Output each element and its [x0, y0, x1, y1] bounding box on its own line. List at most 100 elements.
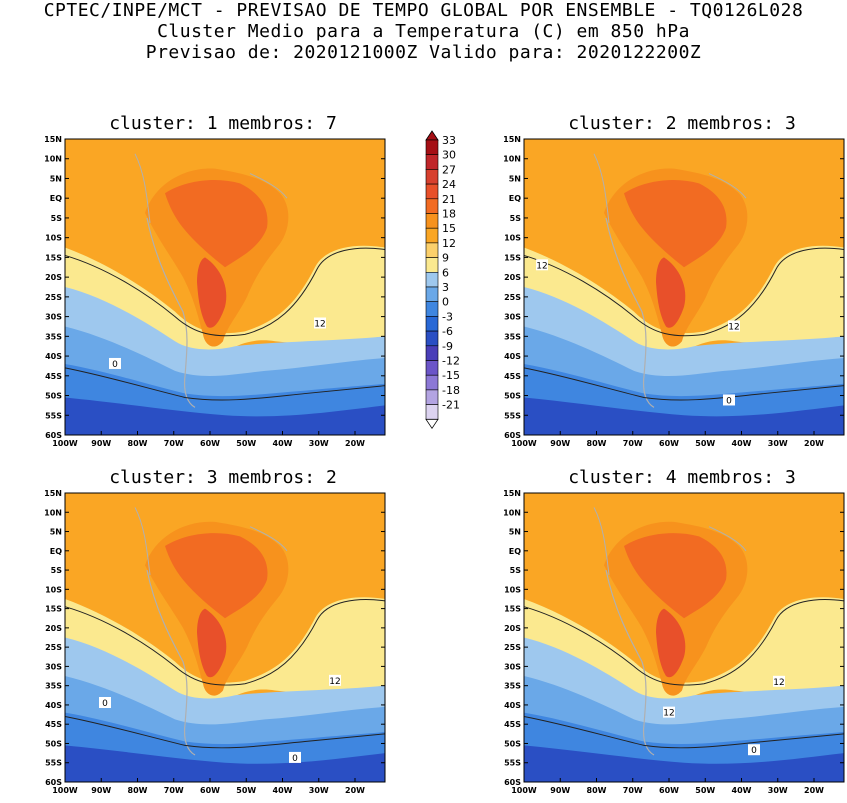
lon-label: 90W	[91, 439, 111, 448]
lon-label: 20W	[804, 786, 824, 795]
lat-label: EQ	[509, 194, 521, 203]
lon-label: 100W	[52, 786, 78, 795]
map-panel-cluster-2: 12 12 0 15N 10N 5N EQ 5S 10S 15S 20S 25S 30S 35S 40S 45…	[503, 136, 845, 448]
temperature-band-land2	[624, 180, 727, 268]
lat-label: 45S	[45, 372, 62, 381]
colorbar-label: -3	[442, 310, 453, 323]
coastline	[134, 153, 288, 223]
lon-label: 60W	[200, 439, 220, 448]
lat-label: 5S	[51, 214, 63, 223]
lat-label: 15S	[45, 605, 62, 614]
coastline	[593, 153, 747, 223]
colorbar-label: 27	[442, 163, 456, 176]
temperature-band-purple	[65, 397, 385, 435]
temperature-band-land2	[165, 180, 268, 268]
panel-1-title: cluster: 1 membros: 7	[109, 113, 337, 134]
contour-12	[64, 247, 386, 337]
lon-label: 100W	[52, 439, 78, 448]
colorbar-swatch	[425, 360, 439, 376]
contour-label: 0	[726, 396, 732, 406]
contour-label: 0	[751, 746, 757, 756]
lat-label: 60S	[45, 778, 62, 787]
lat-label: 50S	[45, 739, 62, 748]
lat-label: 15N	[503, 490, 521, 498]
colorbar-label: -9	[442, 340, 453, 353]
land-outline	[146, 569, 196, 756]
lon-label: 50W	[695, 439, 715, 448]
temperature-band-land3	[656, 608, 686, 678]
lat-label: 30S	[45, 662, 62, 671]
coastline	[593, 507, 747, 575]
lat-label: 10S	[45, 234, 62, 243]
colorbar-swatch	[425, 183, 439, 200]
lat-label: 20S	[504, 273, 521, 282]
lon-label: 40W	[732, 786, 752, 795]
temperature-band-land3	[197, 608, 227, 678]
lat-label: 10S	[504, 234, 521, 243]
lat-label: EQ	[509, 547, 521, 556]
contour-label-bg	[329, 674, 341, 686]
lon-label: 40W	[732, 439, 752, 448]
map-field	[64, 493, 386, 782]
lon-label: 60W	[659, 439, 679, 448]
lat-label: 25S	[45, 293, 62, 302]
lat-label: 15N	[44, 490, 62, 498]
colorbar-swatch	[425, 316, 439, 332]
lat-label: 50S	[504, 392, 521, 401]
lat-label: 5N	[50, 174, 62, 183]
contour-label-bg	[723, 394, 735, 406]
lat-label: 5N	[509, 174, 521, 183]
lat-label: 30S	[45, 313, 62, 322]
lon-label: 100W	[511, 439, 537, 448]
colorbar-swatch	[425, 330, 439, 347]
contour-label-bg	[99, 697, 111, 709]
colorbar-swatch	[425, 227, 439, 244]
temperature-band-land3	[656, 257, 686, 328]
lat-label: 60S	[504, 778, 521, 787]
colorbar-label: 21	[442, 193, 456, 206]
colorbar-label: 3	[442, 281, 449, 294]
temperature-band-purple	[524, 745, 844, 782]
lat-label: 35S	[504, 682, 521, 691]
lat-label: 5S	[51, 566, 63, 575]
lat-label: 25S	[504, 293, 521, 302]
contour-label-bg	[314, 317, 326, 329]
contour-label: 0	[112, 360, 118, 370]
lat-label: 20S	[45, 273, 62, 282]
colorbar-arrow-top	[425, 130, 439, 141]
lat-label: 35S	[45, 682, 62, 691]
lon-label: 30W	[309, 439, 329, 448]
contour-label: 12	[314, 320, 325, 330]
contour-label-bg	[536, 259, 548, 271]
lat-label: 50S	[45, 392, 62, 401]
contour-label-bg	[748, 744, 760, 756]
colorbar-label: -21	[442, 399, 460, 412]
colorbar-swatch	[425, 389, 439, 405]
colorbar-swatch	[425, 404, 439, 420]
lat-label: 15S	[504, 605, 521, 614]
lat-label: 55S	[504, 411, 521, 420]
lat-label: 5N	[50, 528, 62, 537]
lon-label: 70W	[164, 786, 184, 795]
colorbar-swatch	[425, 301, 439, 317]
contour-label: 12	[663, 709, 674, 719]
lat-label: 40S	[504, 352, 521, 361]
lat-label: EQ	[50, 547, 62, 556]
colorbar-label: 15	[442, 222, 456, 235]
map-frame	[523, 138, 845, 436]
lat-label: 40S	[45, 701, 62, 710]
map-panel-cluster-1: 12 0 15N 10N 5N EQ 5S 10S 15S 20S 25S 30S 35S 40S 45S 5…	[44, 136, 386, 448]
colorbar-label: -6	[442, 325, 453, 338]
lat-label: 35S	[504, 332, 521, 341]
lat-label: 25S	[45, 643, 62, 652]
lon-label: 80W	[587, 439, 607, 448]
lon-label: 80W	[128, 786, 148, 795]
contour-12	[523, 599, 845, 686]
lat-label: 55S	[504, 759, 521, 768]
chart-title-line-3: Previsao de: 2020121000Z Valido para: 20…	[145, 42, 702, 63]
lon-label: 30W	[768, 439, 788, 448]
map-field	[64, 139, 386, 435]
colorbar-swatch	[425, 286, 439, 302]
lon-label: 90W	[550, 439, 570, 448]
